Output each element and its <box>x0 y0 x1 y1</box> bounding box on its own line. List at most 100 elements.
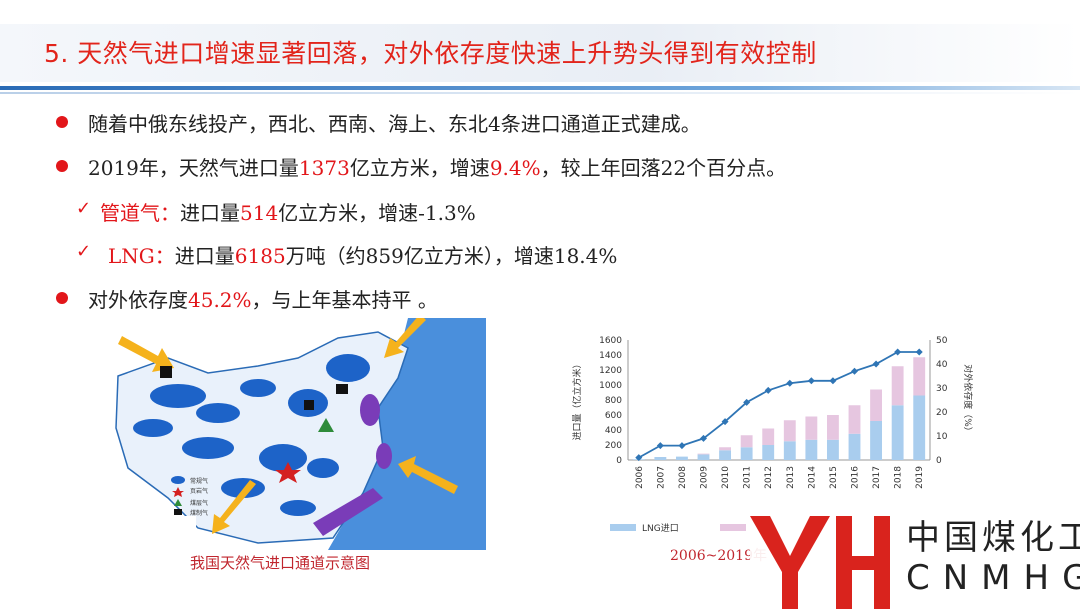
map-legend-cbm: 煤层气 <box>190 499 208 507</box>
dependency-point <box>872 360 880 368</box>
slide-title: 5. 天然气进口增速显著回落，对外依存度快速上升势头得到有效控制 <box>44 39 817 68</box>
bar-lng <box>826 439 839 460</box>
check-icon: ✓ <box>76 198 92 219</box>
bar-pipeline <box>740 435 753 448</box>
bar-lng <box>654 457 667 460</box>
dependency-point <box>851 367 858 375</box>
y2-axis-title: 对外依存度（%） <box>962 364 974 436</box>
lng-volume-value: 6185 <box>234 244 286 268</box>
y2-tick-label: 10 <box>936 432 948 442</box>
bar-lng <box>762 445 775 460</box>
dependency-point <box>743 398 751 406</box>
bullet-dot <box>56 292 68 304</box>
y-tick-label: 800 <box>605 396 622 406</box>
map-legend-shale: 页岩气 <box>190 487 208 495</box>
pipeline-volume-value: 514 <box>240 201 279 225</box>
title-bar <box>0 24 1080 82</box>
import-volume-value: 1373 <box>298 156 350 180</box>
y-tick-label: 400 <box>605 426 622 436</box>
y-tick-label: 1400 <box>599 351 622 361</box>
x-tick-label: 2016 <box>851 466 861 489</box>
bar-pipeline <box>783 420 796 442</box>
y-tick-label: 600 <box>605 411 622 421</box>
x-tick-label: 2014 <box>807 466 817 489</box>
dependency-point <box>678 442 686 450</box>
y-axis-title: 进口量（亿立方米） <box>571 359 583 440</box>
bar-pipeline <box>719 447 732 451</box>
dependency-point <box>829 377 837 385</box>
y2-tick-label: 50 <box>936 336 948 346</box>
y2-tick-label: 40 <box>936 360 948 370</box>
bar-pipeline <box>826 415 839 440</box>
bar-lng <box>783 441 796 460</box>
bar-lng <box>740 447 753 460</box>
bar-pipeline <box>870 389 883 421</box>
bar-lng <box>805 439 818 460</box>
bar-lng <box>675 456 688 460</box>
y-tick-label: 1000 <box>599 381 622 391</box>
bar-pipeline <box>891 366 904 406</box>
dependency-point <box>786 379 794 387</box>
bullet-dependency: 对外依存度45.2%，与上年基本持平 。 <box>88 288 438 312</box>
x-tick-label: 2010 <box>721 466 731 489</box>
y2-tick-label: 30 <box>936 384 948 394</box>
y2-tick-label: 0 <box>936 456 942 466</box>
dependency-line <box>638 351 920 459</box>
dependency-point <box>656 442 664 450</box>
brand-name-en: CNMHG <box>906 558 1080 598</box>
map-caption: 我国天然气进口通道示意图 <box>190 554 371 572</box>
bar-lng <box>848 433 861 460</box>
bullet-dot <box>56 116 68 128</box>
bar-pipeline <box>848 405 861 434</box>
brand-logo-panel <box>750 508 1080 609</box>
import-growth-value: 9.4% <box>489 156 541 180</box>
bullet-import-volume: 2019年，天然气进口量1373亿立方米，增速9.4%，较上年回落22个百分点。 <box>88 156 787 180</box>
y-tick-label: 1200 <box>599 366 622 376</box>
title-divider-secondary <box>0 92 1080 94</box>
dependency-point <box>764 386 772 394</box>
bar-lng <box>913 395 926 460</box>
dependency-point <box>721 418 729 426</box>
map-legend-coal-gas: 煤制气 <box>190 509 208 517</box>
dependency-point <box>894 348 902 356</box>
bar-pipeline <box>913 357 926 396</box>
x-tick-label: 2009 <box>700 466 710 489</box>
bar-lng <box>697 454 710 460</box>
import-dependency-chart: 0 200 400 600 800 1000 1200 1400 1600 0 10 20 30 40 50… <box>571 336 974 534</box>
x-tick-label: 2015 <box>829 466 839 489</box>
x-tick-label: 2007 <box>656 466 666 489</box>
x-tick-label: 2018 <box>894 466 904 489</box>
bar-pipeline <box>762 428 775 445</box>
dependency-point <box>915 348 923 356</box>
legend-swatch-lng <box>610 524 636 531</box>
import-channels-map: 常规气 页岩气 煤层气 煤制气 <box>108 318 486 550</box>
bar-pipeline <box>805 416 818 440</box>
brand-name-cn: 中国煤化工 <box>906 518 1080 558</box>
y-tick-label: 200 <box>605 441 622 451</box>
sub-pipeline: 管道气：进口量514亿立方米，增速-1.3% <box>100 201 476 225</box>
y-tick-label: 1600 <box>599 336 622 346</box>
y-tick-label: 0 <box>616 456 622 466</box>
legend-swatch-pipeline <box>720 524 746 531</box>
dependency-point <box>700 434 707 442</box>
dependency-point <box>635 454 643 462</box>
x-tick-label: 2011 <box>743 466 753 489</box>
x-tick-label: 2017 <box>872 466 882 489</box>
bar-lng <box>870 421 883 460</box>
x-tick-label: 2006 <box>635 466 645 489</box>
sub-lng: LNG：进口量6185万吨（约859亿立方米），增速18.4% <box>108 244 618 268</box>
dependency-point <box>807 377 815 385</box>
y2-tick-label: 20 <box>936 408 948 418</box>
check-icon: ✓ <box>76 241 92 262</box>
x-tick-label: 2013 <box>786 466 796 489</box>
x-tick-label: 2019 <box>915 466 925 489</box>
chart-caption: 2006~2019年 <box>670 548 767 564</box>
bar-lng <box>719 450 732 460</box>
title-divider <box>0 86 1080 90</box>
brand-logo-mark <box>750 516 890 609</box>
legend-label-lng: LNG进口 <box>642 523 679 534</box>
x-tick-label: 2012 <box>764 466 774 489</box>
bar-pipeline <box>697 453 710 455</box>
bullet-dot <box>56 160 68 172</box>
x-tick-label: 2008 <box>678 466 688 489</box>
